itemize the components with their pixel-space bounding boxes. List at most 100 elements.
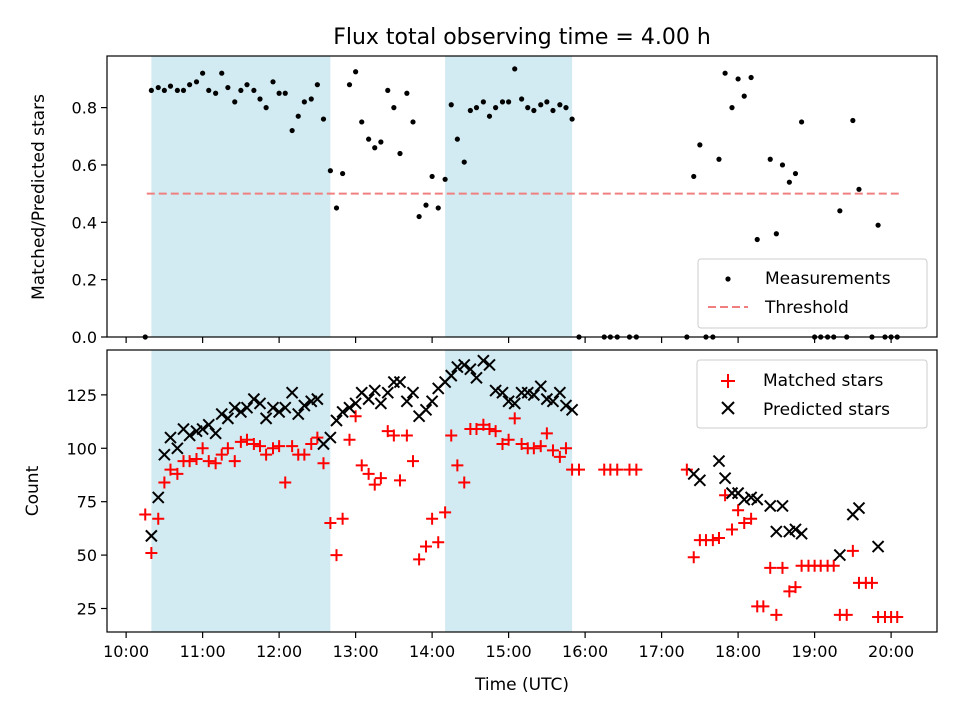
matched-star-point <box>311 431 324 444</box>
predicted-star-point <box>400 395 414 408</box>
measurement-point <box>200 70 206 76</box>
predicted-star-point <box>247 392 261 406</box>
measurement-point <box>461 159 467 165</box>
predicted-star-point <box>489 384 502 397</box>
measurement-point <box>748 74 754 81</box>
legend-ratio: Measurements Threshold <box>697 258 928 329</box>
matched-star-point <box>158 476 171 489</box>
y-tick-label: 75 <box>77 493 97 512</box>
matched-star-point <box>745 512 758 525</box>
measurement-point <box>423 202 429 208</box>
predicted-star-point <box>221 412 235 425</box>
matched-star-point <box>515 438 528 450</box>
y-tick-label: 0.6 <box>72 156 97 175</box>
measurement-point <box>308 96 314 102</box>
matched-star-point <box>374 472 387 485</box>
predicted-star-point <box>145 529 158 543</box>
matched-star-point <box>489 425 502 438</box>
x-tick-label: 12:00 <box>256 642 302 661</box>
measurement-point <box>295 113 301 119</box>
measurement-point <box>875 222 881 228</box>
predicted-star-point <box>764 499 777 513</box>
matched-star-point <box>534 440 547 453</box>
measurement-point <box>525 105 531 111</box>
matched-star-point <box>572 463 585 476</box>
measurement-point <box>155 84 161 91</box>
measurement-point <box>691 173 697 180</box>
matched-star-point <box>426 512 439 525</box>
measurement-point <box>238 87 244 94</box>
predicted-star-point <box>368 384 381 397</box>
measurement-point <box>148 87 154 94</box>
matched-star-point <box>393 474 406 487</box>
panel-ratio-frame <box>106 55 938 338</box>
matched-star-point <box>789 581 802 594</box>
matched-star-point <box>630 463 643 476</box>
legend-measurements-label: Measurements <box>765 269 891 289</box>
predicted-star-point <box>259 412 273 425</box>
predicted-star-point <box>196 422 209 436</box>
matched-star-point <box>546 444 559 457</box>
matched-star-point <box>496 438 509 450</box>
predicted-star-point <box>458 358 471 372</box>
matched-star-point <box>228 455 241 468</box>
predicted-star-point <box>789 523 802 536</box>
measurement-point <box>792 170 799 177</box>
measurement-point <box>837 208 843 214</box>
panel-count-ylabel: Count <box>23 465 43 516</box>
measurement-point <box>550 107 556 114</box>
predicted-star-point <box>795 527 808 540</box>
matched-star-point <box>298 448 311 461</box>
panel-count: 25 50 75 100 125 10:00 11:00 12:00 13:00 14:00 15… <box>23 349 938 695</box>
x-tick-label: 16:00 <box>562 642 608 661</box>
matched-star-point <box>221 442 234 455</box>
matched-star-point <box>164 463 177 476</box>
measurement-point <box>282 90 288 96</box>
predicted-star-point <box>871 540 885 553</box>
matched-star-point <box>419 540 432 553</box>
predicted-star-point <box>852 501 866 515</box>
chart-title: Flux total observing time = 4.00 h <box>333 25 711 50</box>
measurement-point <box>557 102 563 108</box>
matched-star-point <box>840 608 853 621</box>
matched-star-point <box>368 478 381 491</box>
measurement-point <box>754 236 760 243</box>
measurement-point <box>735 76 741 82</box>
measurement-point <box>773 231 779 237</box>
measurement-point <box>289 127 295 134</box>
measurement-point <box>257 96 263 102</box>
measurement-point <box>244 82 250 88</box>
predicted-star-point <box>527 388 541 402</box>
predicted-star-point <box>336 405 349 419</box>
matched-star-point <box>209 457 222 470</box>
matched-star-point <box>273 440 286 453</box>
measurement-point <box>397 150 403 157</box>
measurement-point <box>429 173 435 180</box>
matched-star-point <box>764 561 777 574</box>
measurement-point <box>473 105 480 111</box>
predicted-star-point <box>833 548 847 562</box>
measurement-point <box>346 82 353 88</box>
predicted-star-point <box>712 454 726 468</box>
predicted-star-point <box>445 369 458 382</box>
panel-ratio-ylabel: Matched/Predicted stars <box>29 94 49 300</box>
matched-star-point <box>776 561 789 574</box>
predicted-star-point <box>171 442 184 455</box>
measurement-point <box>213 90 219 96</box>
matched-star-point <box>508 412 521 425</box>
measurement-point <box>448 102 454 108</box>
matched-star-point <box>349 410 362 423</box>
measurement-point <box>512 66 518 72</box>
measurement-point <box>232 99 238 105</box>
matched-star-point <box>483 423 496 436</box>
x-tick-label: 19:00 <box>792 642 838 661</box>
measurement-point <box>206 87 212 94</box>
matched-star-point <box>732 504 745 517</box>
measurement-point <box>372 145 378 151</box>
measurement-point <box>467 107 473 114</box>
measurement-point <box>187 82 193 88</box>
predicted-star-point <box>419 403 433 417</box>
predicted-star-point <box>279 401 292 414</box>
legend-threshold-label: Threshold <box>764 298 849 318</box>
legend-ratio-box <box>697 258 928 329</box>
